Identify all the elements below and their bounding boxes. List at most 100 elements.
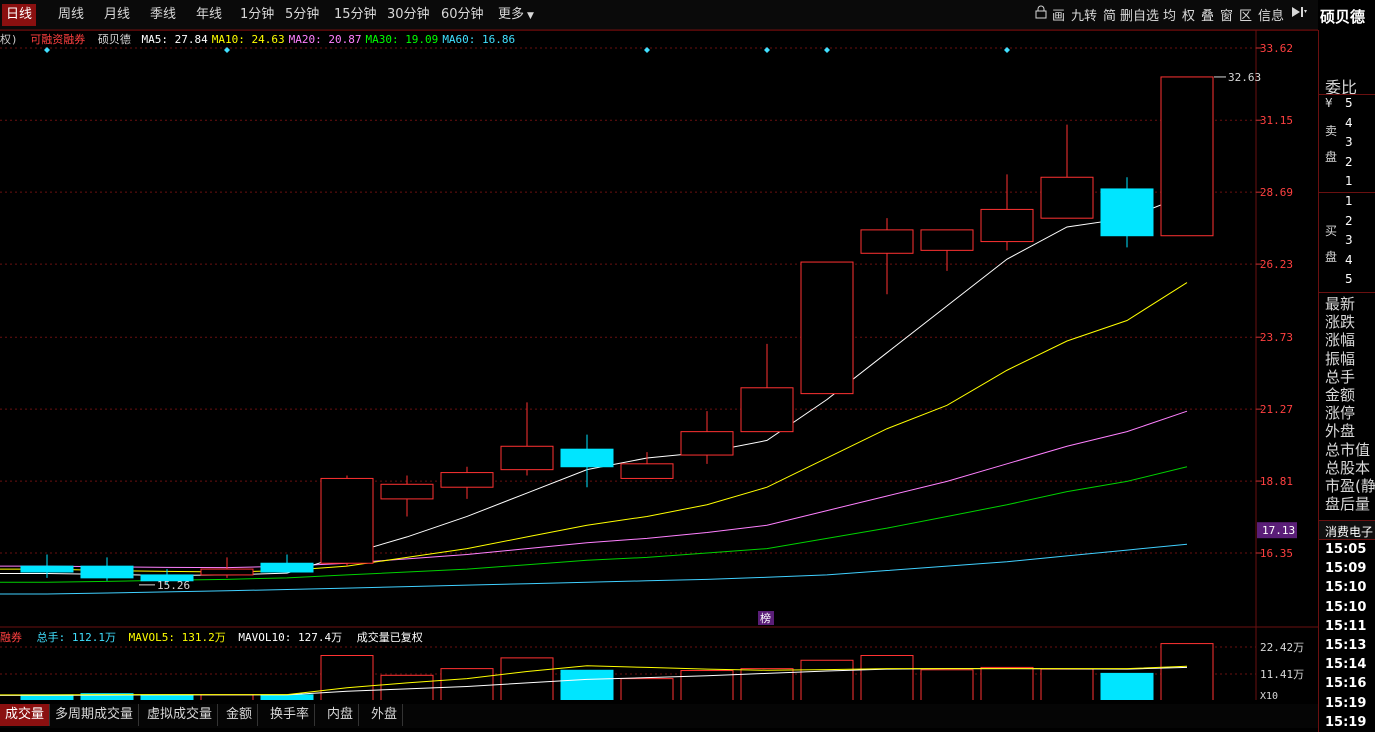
price-axis-label: 16.35 (1260, 547, 1293, 560)
ma-legend-item: MA30: 19.09 (365, 33, 439, 46)
tab-daily[interactable]: 日线 (2, 4, 37, 26)
candle-body (620, 463, 674, 479)
trade-time: 15:19 (1325, 695, 1367, 711)
volume-bar (440, 668, 494, 700)
ma-legend-item: MA60: 16.86 (442, 33, 516, 46)
sell-level-item: 1 (1345, 174, 1353, 188)
tool-overlay[interactable]: 叠 (1201, 9, 1215, 24)
tab-yearly[interactable]: 年线 (196, 7, 223, 22)
tab-monthly[interactable]: 月线 (104, 7, 131, 22)
tool-draw[interactable]: 画 (1052, 9, 1066, 24)
mavol10-label: MAVOL10: (238, 631, 292, 644)
tool-average[interactable]: 均 (1163, 9, 1177, 24)
candle-body (380, 483, 434, 500)
candle-body (260, 562, 314, 573)
tool-range[interactable]: 区 (1239, 9, 1253, 24)
stat-label: 总股本 (1325, 458, 1371, 477)
tool-delete-watchlist[interactable]: 删自选 (1120, 9, 1160, 24)
tab-60min[interactable]: 60分钟 (441, 7, 484, 22)
candle-body (1100, 188, 1154, 237)
candle-body (680, 431, 734, 456)
sell-level-item: 5 (1345, 96, 1353, 110)
volume-bar (200, 694, 254, 700)
kline-chart[interactable]: 33.62 31.15 28.69 26.23 23.73 21.27 18.81 16.35… (0, 0, 1318, 700)
stat-label: 总市值 (1325, 440, 1371, 459)
volume-legend: 融券 总手: 112.1万 MAVOL5: 131.2万 MAVOL10: 12… (0, 629, 423, 645)
trade-time: 15:05 (1325, 542, 1367, 557)
trade-time: 15:10 (1325, 599, 1367, 615)
trade-time: 15:11 (1325, 618, 1367, 634)
tab-multi-period-volume[interactable]: 多周期成交量 (50, 704, 140, 726)
candle-body (20, 565, 74, 573)
event-diamond-icon (224, 47, 230, 53)
tab-amount[interactable]: 金额 (221, 704, 259, 726)
tab-more-label: 更多 (498, 7, 525, 22)
tool-window[interactable]: 窗 (1220, 9, 1234, 24)
period-toolbar: 日线 周线 月线 季线 年线 1分钟 5分钟 15分钟 30分钟 60分钟 更多… (0, 0, 1318, 31)
ma-legend-item: MA5: 27.84 (141, 33, 208, 46)
tool-simple[interactable]: 简 (1103, 9, 1117, 24)
indicator-tabs: 成交量 多周期成交量 虚拟成交量 金额 换手率 内盘 外盘 (0, 704, 1318, 728)
tab-inner-volume[interactable]: 内盘 (322, 704, 360, 726)
price-axis-label: 33.62 (1260, 42, 1293, 55)
sector-name[interactable]: 消费电子 (1325, 525, 1374, 539)
price-axis-label: 31.15 (1260, 114, 1293, 127)
trade-time: 15:10 (1325, 580, 1367, 596)
tab-1min[interactable]: 1分钟 (240, 7, 275, 22)
tab-more[interactable]: 更多 ▼ (494, 4, 538, 26)
mavol5-value: 131.2万 (181, 631, 226, 644)
legend-prefix: 权) (0, 33, 18, 46)
current-price-label: 17.13 (1262, 524, 1295, 537)
candle-body (740, 387, 794, 433)
volume-bar (320, 655, 374, 700)
tab-quarterly[interactable]: 季线 (150, 7, 177, 22)
price-axis-label: 28.69 (1260, 186, 1293, 199)
tool-nine-turn[interactable]: 九转 (1071, 9, 1098, 24)
ma-legend-item: MA10: 24.63 (211, 33, 285, 46)
volume-prefix: 融券 (0, 631, 22, 644)
candle-body (980, 208, 1034, 243)
buy-label-2: 盘 (1325, 250, 1338, 264)
price-axis-label: 18.81 (1260, 475, 1293, 488)
volume-bar (1040, 668, 1094, 700)
stat-label: 涨幅 (1325, 331, 1356, 350)
buy-level-item: 5 (1345, 272, 1353, 286)
volume-bar (1100, 672, 1154, 700)
tool-rights[interactable]: 权 (1182, 9, 1196, 24)
tab-weekly[interactable]: 周线 (58, 7, 85, 22)
tab-turnover[interactable]: 换手率 (265, 704, 316, 726)
play-back-icon[interactable] (1290, 5, 1308, 23)
volume-bar (380, 674, 434, 700)
volume-bar (560, 669, 614, 700)
price-axis-label: 23.73 (1260, 331, 1293, 344)
tab-30min[interactable]: 30分钟 (387, 7, 430, 22)
yen-icon: ¥ (1325, 96, 1333, 110)
tool-info[interactable]: 信息 (1258, 9, 1285, 24)
candle-body (320, 477, 374, 564)
lock-icon[interactable] (1034, 5, 1048, 23)
mavol5-line (0, 665, 1188, 696)
high-price-label: 32.63 (1228, 71, 1261, 84)
mavol10-value: 127.4万 (297, 631, 343, 644)
candle-body (920, 229, 974, 251)
buy-level-item: 1 (1345, 194, 1353, 208)
trade-time: 15:09 (1325, 561, 1367, 577)
sell-label-1: 卖 (1325, 124, 1338, 138)
stat-label: 盘后量 (1325, 495, 1371, 514)
volume-adjusted-note: 成交量已复权 (356, 631, 423, 644)
tab-5min[interactable]: 5分钟 (285, 7, 320, 22)
sell-level-item: 3 (1345, 135, 1353, 149)
event-diamond-icon (764, 47, 770, 53)
volume-bar (800, 659, 854, 700)
margin-trading-tag: 可融资融券 (30, 33, 86, 46)
tab-virtual-volume[interactable]: 虚拟成交量 (142, 704, 219, 726)
mavol5-label: MAVOL5: (128, 631, 175, 644)
candle-body (800, 261, 854, 395)
stat-label: 振幅 (1325, 349, 1356, 368)
tab-outer-volume[interactable]: 外盘 (366, 704, 404, 726)
tab-15min[interactable]: 15分钟 (334, 7, 377, 22)
event-diamond-icon (644, 47, 650, 53)
tab-volume[interactable]: 成交量 (0, 704, 51, 726)
stat-label: 金额 (1325, 386, 1356, 404)
volume-bar (140, 694, 194, 700)
